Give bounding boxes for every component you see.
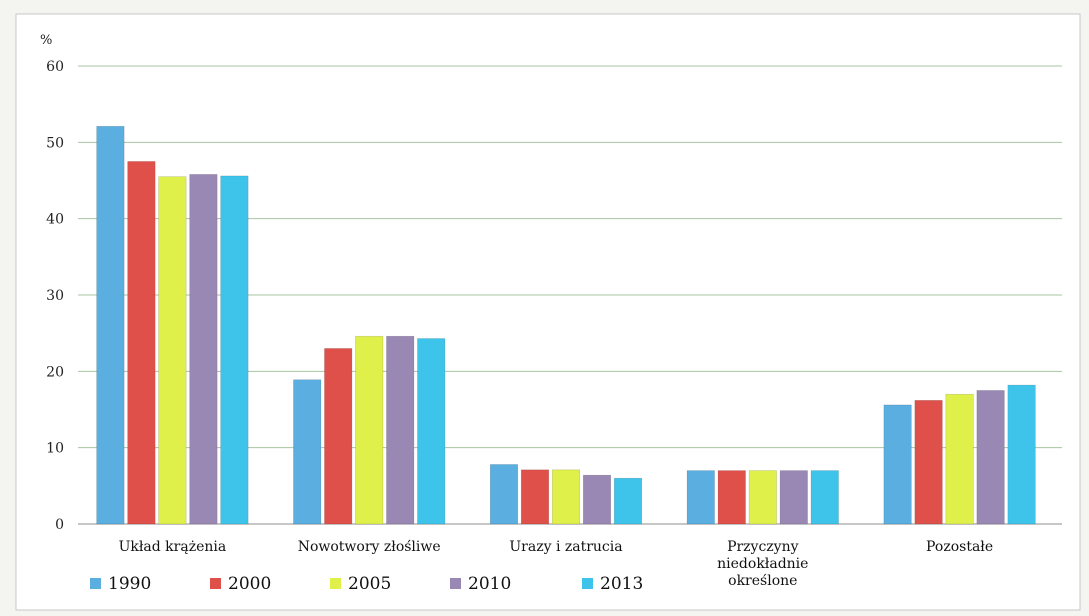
y-tick-label: 10 — [46, 441, 64, 457]
y-tick-label: 50 — [46, 135, 64, 151]
bar-1990-cat-1 — [293, 380, 321, 524]
bar-2005-cat-2 — [552, 470, 580, 524]
category-label: określone — [728, 573, 797, 589]
bar-2005-cat-0 — [159, 177, 187, 524]
y-tick-label: 40 — [46, 212, 64, 228]
y-tick-label: 0 — [55, 517, 64, 533]
bar-2013-cat-3 — [811, 471, 839, 524]
category-label: Nowotwory złośliwe — [298, 539, 441, 555]
bar-2010-cat-3 — [780, 471, 808, 524]
y-tick-label: 60 — [46, 59, 64, 75]
y-tick-label: 30 — [46, 288, 64, 304]
bar-2010-cat-1 — [386, 336, 414, 524]
bar-2013-cat-2 — [614, 478, 642, 524]
bar-1990-cat-4 — [884, 405, 912, 524]
legend-swatch — [450, 578, 461, 589]
bar-2005-cat-4 — [946, 394, 974, 524]
bar-1990-cat-0 — [97, 126, 125, 524]
bar-2000-cat-0 — [128, 161, 155, 524]
legend-label: 2000 — [228, 574, 271, 594]
bar-2000-cat-2 — [521, 470, 549, 524]
legend-swatch — [90, 578, 101, 589]
bar-2010-cat-4 — [977, 390, 1005, 524]
category-label: Przyczyny — [727, 539, 799, 555]
bar-2010-cat-0 — [190, 174, 218, 524]
legend-swatch — [330, 578, 341, 589]
legend-label: 2010 — [468, 574, 511, 594]
legend-label: 2013 — [600, 574, 643, 594]
legend-label: 2005 — [348, 574, 391, 594]
legend-swatch — [582, 578, 593, 589]
bar-1990-cat-2 — [490, 464, 518, 524]
bar-2000-cat-4 — [915, 400, 943, 524]
bar-2013-cat-0 — [221, 176, 249, 524]
category-label: Pozostałe — [926, 539, 993, 555]
bar-2005-cat-1 — [355, 336, 383, 524]
y-axis-unit-label: % — [40, 33, 52, 48]
bar-1990-cat-3 — [687, 471, 715, 524]
bar-2005-cat-3 — [749, 471, 777, 524]
bar-2013-cat-4 — [1008, 385, 1036, 524]
y-tick-label: 20 — [46, 364, 64, 380]
category-label: Urazy i zatrucia — [509, 539, 622, 555]
legend-label: 1990 — [108, 574, 151, 594]
bar-2000-cat-1 — [324, 348, 352, 524]
category-label: niedokładnie — [717, 556, 808, 572]
bar-2013-cat-1 — [417, 339, 445, 524]
bar-2010-cat-2 — [583, 475, 611, 524]
bar-2000-cat-3 — [718, 471, 746, 524]
legend-swatch — [210, 578, 221, 589]
category-label: Układ krążenia — [119, 539, 227, 555]
